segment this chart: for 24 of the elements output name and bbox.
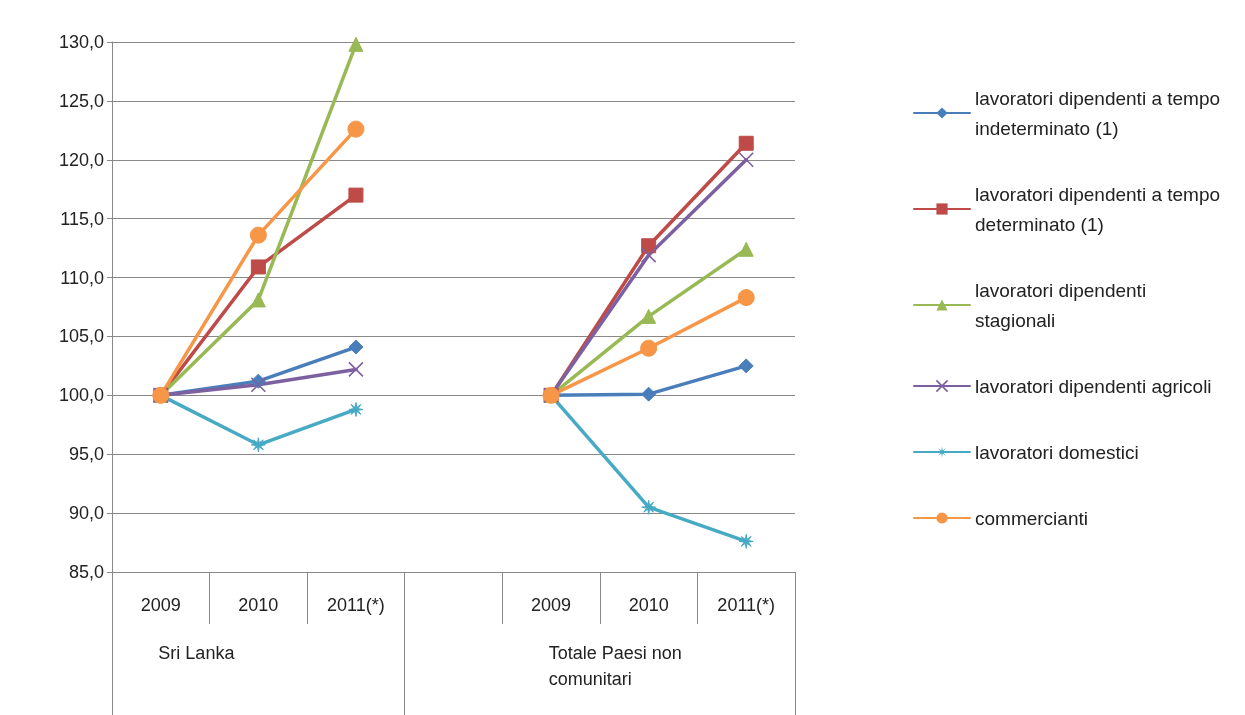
x-tick-label: 2009 — [531, 595, 572, 615]
y-tick-label: 130,0 — [58, 32, 104, 52]
text: Sri Lanka — [158, 643, 236, 663]
text: Totale Paesi non comunitari — [548, 643, 687, 689]
y-tick-label: 100,0 — [58, 385, 104, 406]
y-tick-label: 120,0 — [58, 149, 104, 170]
y-tick-label: 125,0 — [58, 90, 104, 111]
legend-label: lavoratori dipendenti a tempo indeterminato (1) — [975, 87, 1226, 139]
legend-label: lavoratori dipendenti a tempo determinato (1) — [975, 183, 1226, 235]
y-tick-label: 110,0 — [60, 267, 104, 288]
legend-label: lavoratori dipendenti agricoli — [975, 375, 1212, 397]
legend-label: commercianti — [975, 507, 1088, 529]
x-tick-label: 2010 — [628, 595, 669, 615]
x-tick-label: 2011(*) — [327, 595, 385, 615]
y-tick-label: 85,0 — [68, 562, 104, 582]
x-tick-label: 2010 — [238, 595, 279, 615]
y-tick-label: 95,0 — [68, 444, 104, 465]
x-tick-label: 2011(*) — [717, 595, 776, 615]
y-tick-label: 90,0 — [68, 503, 104, 524]
y-tick-label: 105,0 — [58, 326, 104, 347]
legend-label: lavoratori dipendenti stagionali — [975, 279, 1152, 331]
x-tick-label: 2009 — [140, 595, 181, 615]
legend-label: lavoratori domestici — [975, 441, 1139, 463]
y-tick-label: 115,0 — [60, 208, 104, 229]
